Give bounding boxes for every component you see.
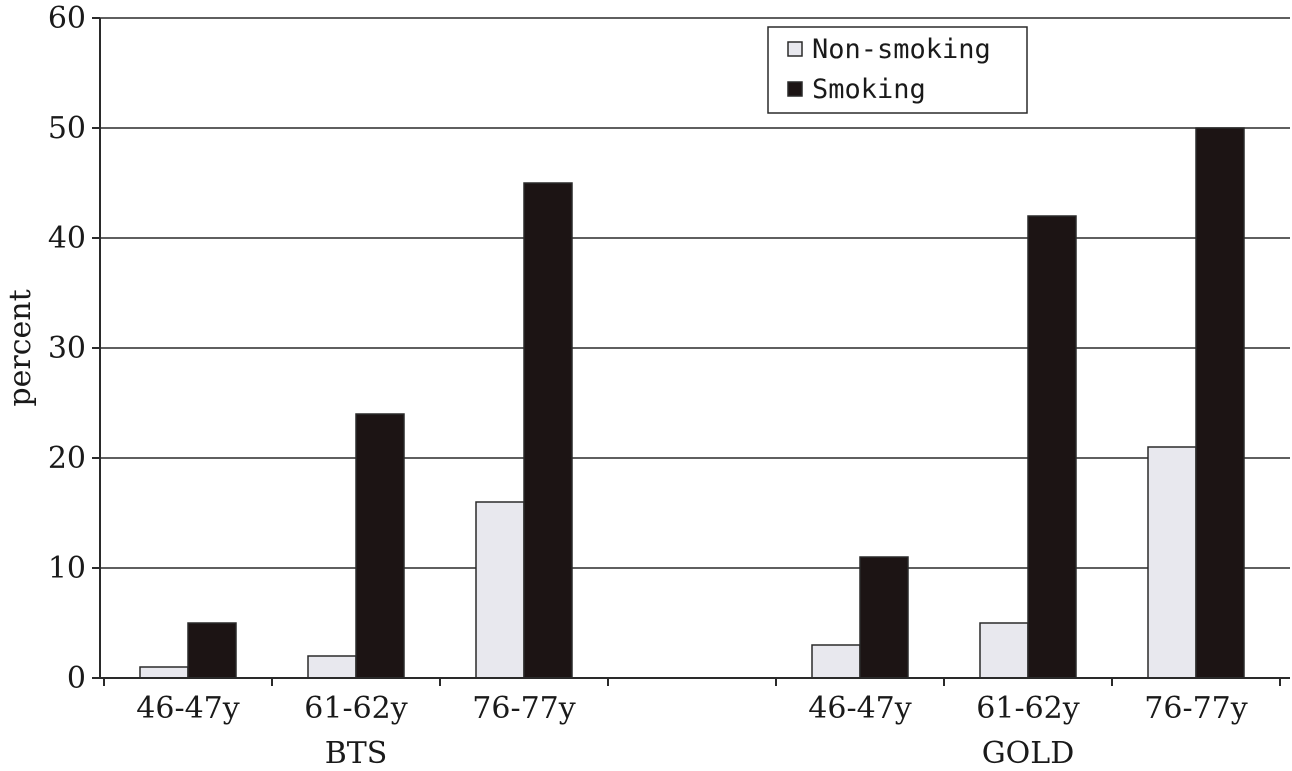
y-tick-label: 20 (48, 441, 86, 476)
y-tick-label: 40 (48, 221, 86, 256)
y-tick-label: 30 (48, 331, 86, 366)
bar-non-smoking (811, 644, 861, 679)
bar-non-smoking (307, 655, 357, 679)
bar-non-smoking (139, 666, 189, 679)
x-category-label: 61-62y (976, 691, 1079, 726)
legend-label-smoking: Smoking (812, 74, 926, 105)
legend: Non-smoking Smoking (767, 26, 1028, 114)
legend-label-non-smoking: Non-smoking (812, 34, 991, 65)
y-axis-title: percent (3, 289, 38, 406)
bar-non-smoking (475, 501, 525, 679)
group-label: BTS (325, 736, 388, 771)
bar-smoking (355, 413, 405, 679)
y-tick-label: 60 (48, 1, 86, 36)
y-tick-label: 10 (48, 551, 86, 586)
legend-swatch-smoking (787, 81, 803, 97)
x-category-label: 76-77y (1144, 691, 1247, 726)
bar-non-smoking (1147, 446, 1197, 679)
bar-smoking (187, 622, 237, 679)
bar-smoking (1195, 127, 1245, 679)
y-tick-label: 0 (67, 661, 86, 696)
group-labels: BTS GOLD (325, 736, 1075, 771)
legend-box (767, 26, 1028, 114)
bar-smoking (1027, 215, 1077, 679)
bar-smoking (523, 182, 573, 679)
y-tick-label: 50 (48, 111, 86, 146)
group-label: GOLD (982, 736, 1075, 771)
bar-smoking (859, 556, 909, 679)
legend-swatch-non-smoking (787, 41, 803, 57)
axes (92, 17, 1290, 686)
x-category-label: 46-47y (808, 691, 911, 726)
x-category-labels: 46-47y 61-62y 76-77y 46-47y 61-62y 76-77y (136, 691, 1247, 726)
bars (139, 127, 1245, 679)
x-category-label: 61-62y (304, 691, 407, 726)
x-category-label: 76-77y (472, 691, 575, 726)
y-tick-labels: 0 10 20 30 40 50 60 (48, 1, 86, 696)
bar-non-smoking (979, 622, 1029, 679)
gridlines (100, 17, 1290, 569)
x-category-label: 46-47y (136, 691, 239, 726)
